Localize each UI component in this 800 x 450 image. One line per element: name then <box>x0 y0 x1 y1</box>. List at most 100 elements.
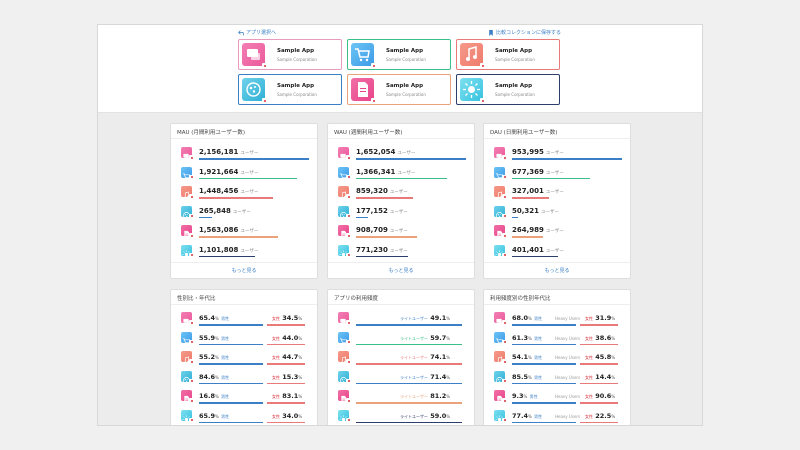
light-user-label: ライトユーザー <box>400 394 428 399</box>
music-icon <box>460 43 485 68</box>
app-card[interactable]: Sample App Sample Corporation <box>347 74 451 105</box>
female-percent: 31.9 <box>595 314 612 322</box>
gender-row: 84.6% 男性 女性 15.3% <box>181 369 309 388</box>
female-percent: 44.0 <box>282 333 299 342</box>
app-card[interactable]: Sample App Sample Corporation <box>456 74 560 105</box>
document-icon <box>494 390 506 404</box>
mau-row: 265,848 ユーザー <box>181 204 309 223</box>
mau-row: 2,156,181 ユーザー <box>181 145 309 164</box>
heavy-user-row: 77.4% 男性 Heavy Users 女性 22.5% <box>494 408 622 426</box>
female-percent: 14.4 <box>595 372 612 381</box>
female-label: 女性 <box>272 335 280 341</box>
remove-badge-icon[interactable] <box>262 98 267 103</box>
cart-icon <box>338 331 350 345</box>
user-unit: ユーザー <box>545 248 564 254</box>
music-icon <box>494 186 506 199</box>
save-to-collection-link[interactable]: 比較コレクションに保存する <box>488 29 561 36</box>
user-count: 771,230 <box>356 245 388 254</box>
chat-icon <box>494 147 506 160</box>
user-unit: ユーザー <box>541 209 559 215</box>
app-card[interactable]: Sample App Sample Corporation <box>347 39 451 70</box>
female-percent: 34.5 <box>282 314 299 322</box>
app-card[interactable]: Sample App Sample Corporation <box>456 39 560 70</box>
globe-icon <box>242 78 267 103</box>
gender-row: 55.2% 男性 女性 44.7% <box>181 349 309 368</box>
female-label: 女性 <box>585 413 593 419</box>
dau-more-link[interactable]: もっと見る <box>544 268 570 274</box>
female-percent: 22.5 <box>595 411 612 420</box>
heavy-users-label: Heavy Users <box>555 413 581 419</box>
frequency-gender-title: 利用頻度別の性別年代比 <box>484 290 630 305</box>
document-icon <box>181 390 193 404</box>
remove-badge-icon[interactable] <box>480 98 485 103</box>
female-percent: 44.7 <box>282 353 299 361</box>
back-to-app-select-link[interactable]: アプリ選択へ <box>238 29 276 36</box>
mau-more-link[interactable]: もっと見る <box>231 268 257 274</box>
user-count: 1,448,456 <box>199 187 239 195</box>
male-percent: 54.1 <box>512 353 529 361</box>
cart-icon <box>494 331 506 345</box>
light-user-percent: 81.2 <box>430 392 447 400</box>
frequency-row: ライトユーザー 71.4% <box>338 369 466 388</box>
male-percent: 55.9 <box>199 333 216 342</box>
gender-age-panel: 性別比・年代比 65.4% 男性 女性 34.5% 55.9% 男性 女性 44.0%… <box>170 289 318 426</box>
light-user-label: ライトユーザー <box>400 413 428 419</box>
male-percent: 65.9 <box>199 411 216 420</box>
document-icon <box>338 225 350 239</box>
wau-more-link[interactable]: もっと見る <box>388 268 414 274</box>
app-card[interactable]: Sample App Sample Corporation <box>238 39 342 70</box>
user-count-bar <box>356 236 417 238</box>
male-percent: 77.4 <box>512 411 529 420</box>
dau-row: 401,401 ユーザー <box>494 243 622 262</box>
globe-icon <box>338 205 350 219</box>
wau-row: 859,320 ユーザー <box>338 184 466 203</box>
app-name: Sample App <box>277 83 315 89</box>
chat-icon <box>338 312 350 325</box>
dau-row: 327,001 ユーザー <box>494 184 622 203</box>
user-unit: ユーザー <box>545 190 564 195</box>
user-unit: ユーザー <box>545 151 564 156</box>
remove-badge-icon[interactable] <box>262 63 267 68</box>
user-count-bar <box>512 216 518 218</box>
sun-icon <box>338 409 350 424</box>
selected-apps-header: アプリ選択へ 比較コレクションに保存する Sample App Sample Co… <box>98 25 702 113</box>
user-count: 1,366,341 <box>356 167 396 176</box>
user-count-bar <box>356 216 369 218</box>
document-icon <box>494 225 506 239</box>
user-unit: ユーザー <box>389 229 408 234</box>
cart-icon <box>338 166 350 180</box>
remove-badge-icon[interactable] <box>480 63 485 68</box>
light-user-percent: 74.1 <box>430 353 447 361</box>
user-unit: ユーザー <box>389 248 408 254</box>
wau-row: 1,652,054 ユーザー <box>338 145 466 164</box>
dau-panel: DAU (日間利用ユーザー数) 953,995 ユーザー 677,369 ユーザー 32… <box>483 123 631 279</box>
user-unit: ユーザー <box>240 151 259 156</box>
male-label: 男性 <box>534 374 543 380</box>
app-name: Sample App <box>495 83 533 89</box>
frequency-row: ライトユーザー 74.1% <box>338 349 466 368</box>
wau-row: 771,230 ユーザー <box>338 243 466 262</box>
male-label: 男性 <box>534 413 543 419</box>
dau-row: 953,995 ユーザー <box>494 145 622 164</box>
app-company: Sample Corporation <box>495 92 535 97</box>
app-frame: アプリ選択へ 比較コレクションに保存する Sample App Sample Co… <box>97 24 703 426</box>
remove-badge-icon[interactable] <box>371 98 376 103</box>
app-name: Sample App <box>495 48 533 54</box>
app-company: Sample Corporation <box>277 92 317 97</box>
chat-icon <box>181 312 193 325</box>
user-unit: ユーザー <box>545 229 564 234</box>
remove-badge-icon[interactable] <box>371 63 376 68</box>
user-count: 177,152 <box>356 206 388 215</box>
user-count: 908,709 <box>356 226 388 234</box>
user-count-bar <box>199 177 297 179</box>
chat-icon <box>181 147 193 160</box>
app-card[interactable]: Sample App Sample Corporation <box>238 74 342 105</box>
heavy-user-row: 61.3% 男性 Heavy Users 女性 38.6% <box>494 330 622 349</box>
sun-icon <box>181 244 193 259</box>
mau-row: 1,101,808 ユーザー <box>181 243 309 262</box>
gender-row: 65.9% 男性 女性 34.0% <box>181 408 309 426</box>
gender-row: 65.4% 男性 女性 34.5% <box>181 310 309 329</box>
male-percent: 84.6 <box>199 372 216 381</box>
male-label: 男性 <box>534 355 543 360</box>
female-percent: 15.3 <box>282 372 299 381</box>
